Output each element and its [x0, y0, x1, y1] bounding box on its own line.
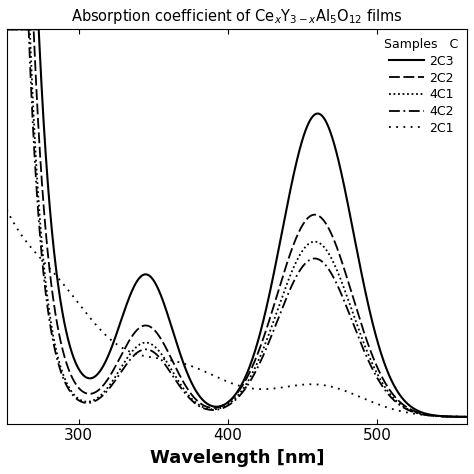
4C1 [184, 391, 190, 397]
2C1 [84, 311, 90, 317]
Title: Absorption coefficient of Ce$_x$Y$_{3-x}$Al$_5$O$_{12}$ films: Absorption coefficient of Ce$_x$Y$_{3-x}… [71, 7, 403, 26]
2C2 [84, 391, 90, 396]
2C3 [418, 410, 424, 415]
2C1 [1, 201, 7, 206]
4C1 [470, 414, 474, 419]
2C3 [1, 27, 7, 32]
Line: 2C2: 2C2 [4, 29, 474, 417]
4C1 [55, 357, 61, 363]
4C2 [418, 411, 424, 417]
4C1 [84, 399, 90, 404]
4C2 [470, 414, 474, 419]
4C2 [1, 27, 7, 32]
4C1 [205, 406, 211, 411]
4C2 [205, 407, 211, 412]
2C3 [55, 284, 61, 290]
2C3 [470, 414, 474, 419]
X-axis label: Wavelength [nm]: Wavelength [nm] [150, 449, 324, 467]
4C2 [55, 361, 61, 367]
2C1 [470, 414, 474, 419]
4C2 [184, 393, 190, 399]
2C3 [184, 370, 190, 376]
2C1 [184, 362, 190, 367]
4C2 [84, 400, 90, 406]
2C1 [55, 275, 61, 281]
2C3 [84, 375, 90, 381]
Legend: 2C3, 2C2, 4C1, 4C2, 2C1: 2C3, 2C2, 4C1, 4C2, 2C1 [382, 36, 461, 137]
Line: 2C1: 2C1 [4, 203, 474, 417]
2C1 [418, 412, 424, 418]
2C1 [205, 370, 211, 376]
4C1 [418, 411, 424, 417]
2C2 [205, 404, 211, 410]
2C2 [418, 410, 424, 416]
2C2 [1, 27, 7, 32]
2C2 [184, 385, 190, 391]
2C2 [470, 414, 474, 419]
Line: 4C1: 4C1 [4, 29, 474, 417]
4C1 [1, 27, 7, 32]
Line: 2C3: 2C3 [4, 29, 474, 417]
Line: 4C2: 4C2 [4, 29, 474, 417]
2C3 [205, 401, 211, 407]
2C2 [55, 328, 61, 334]
